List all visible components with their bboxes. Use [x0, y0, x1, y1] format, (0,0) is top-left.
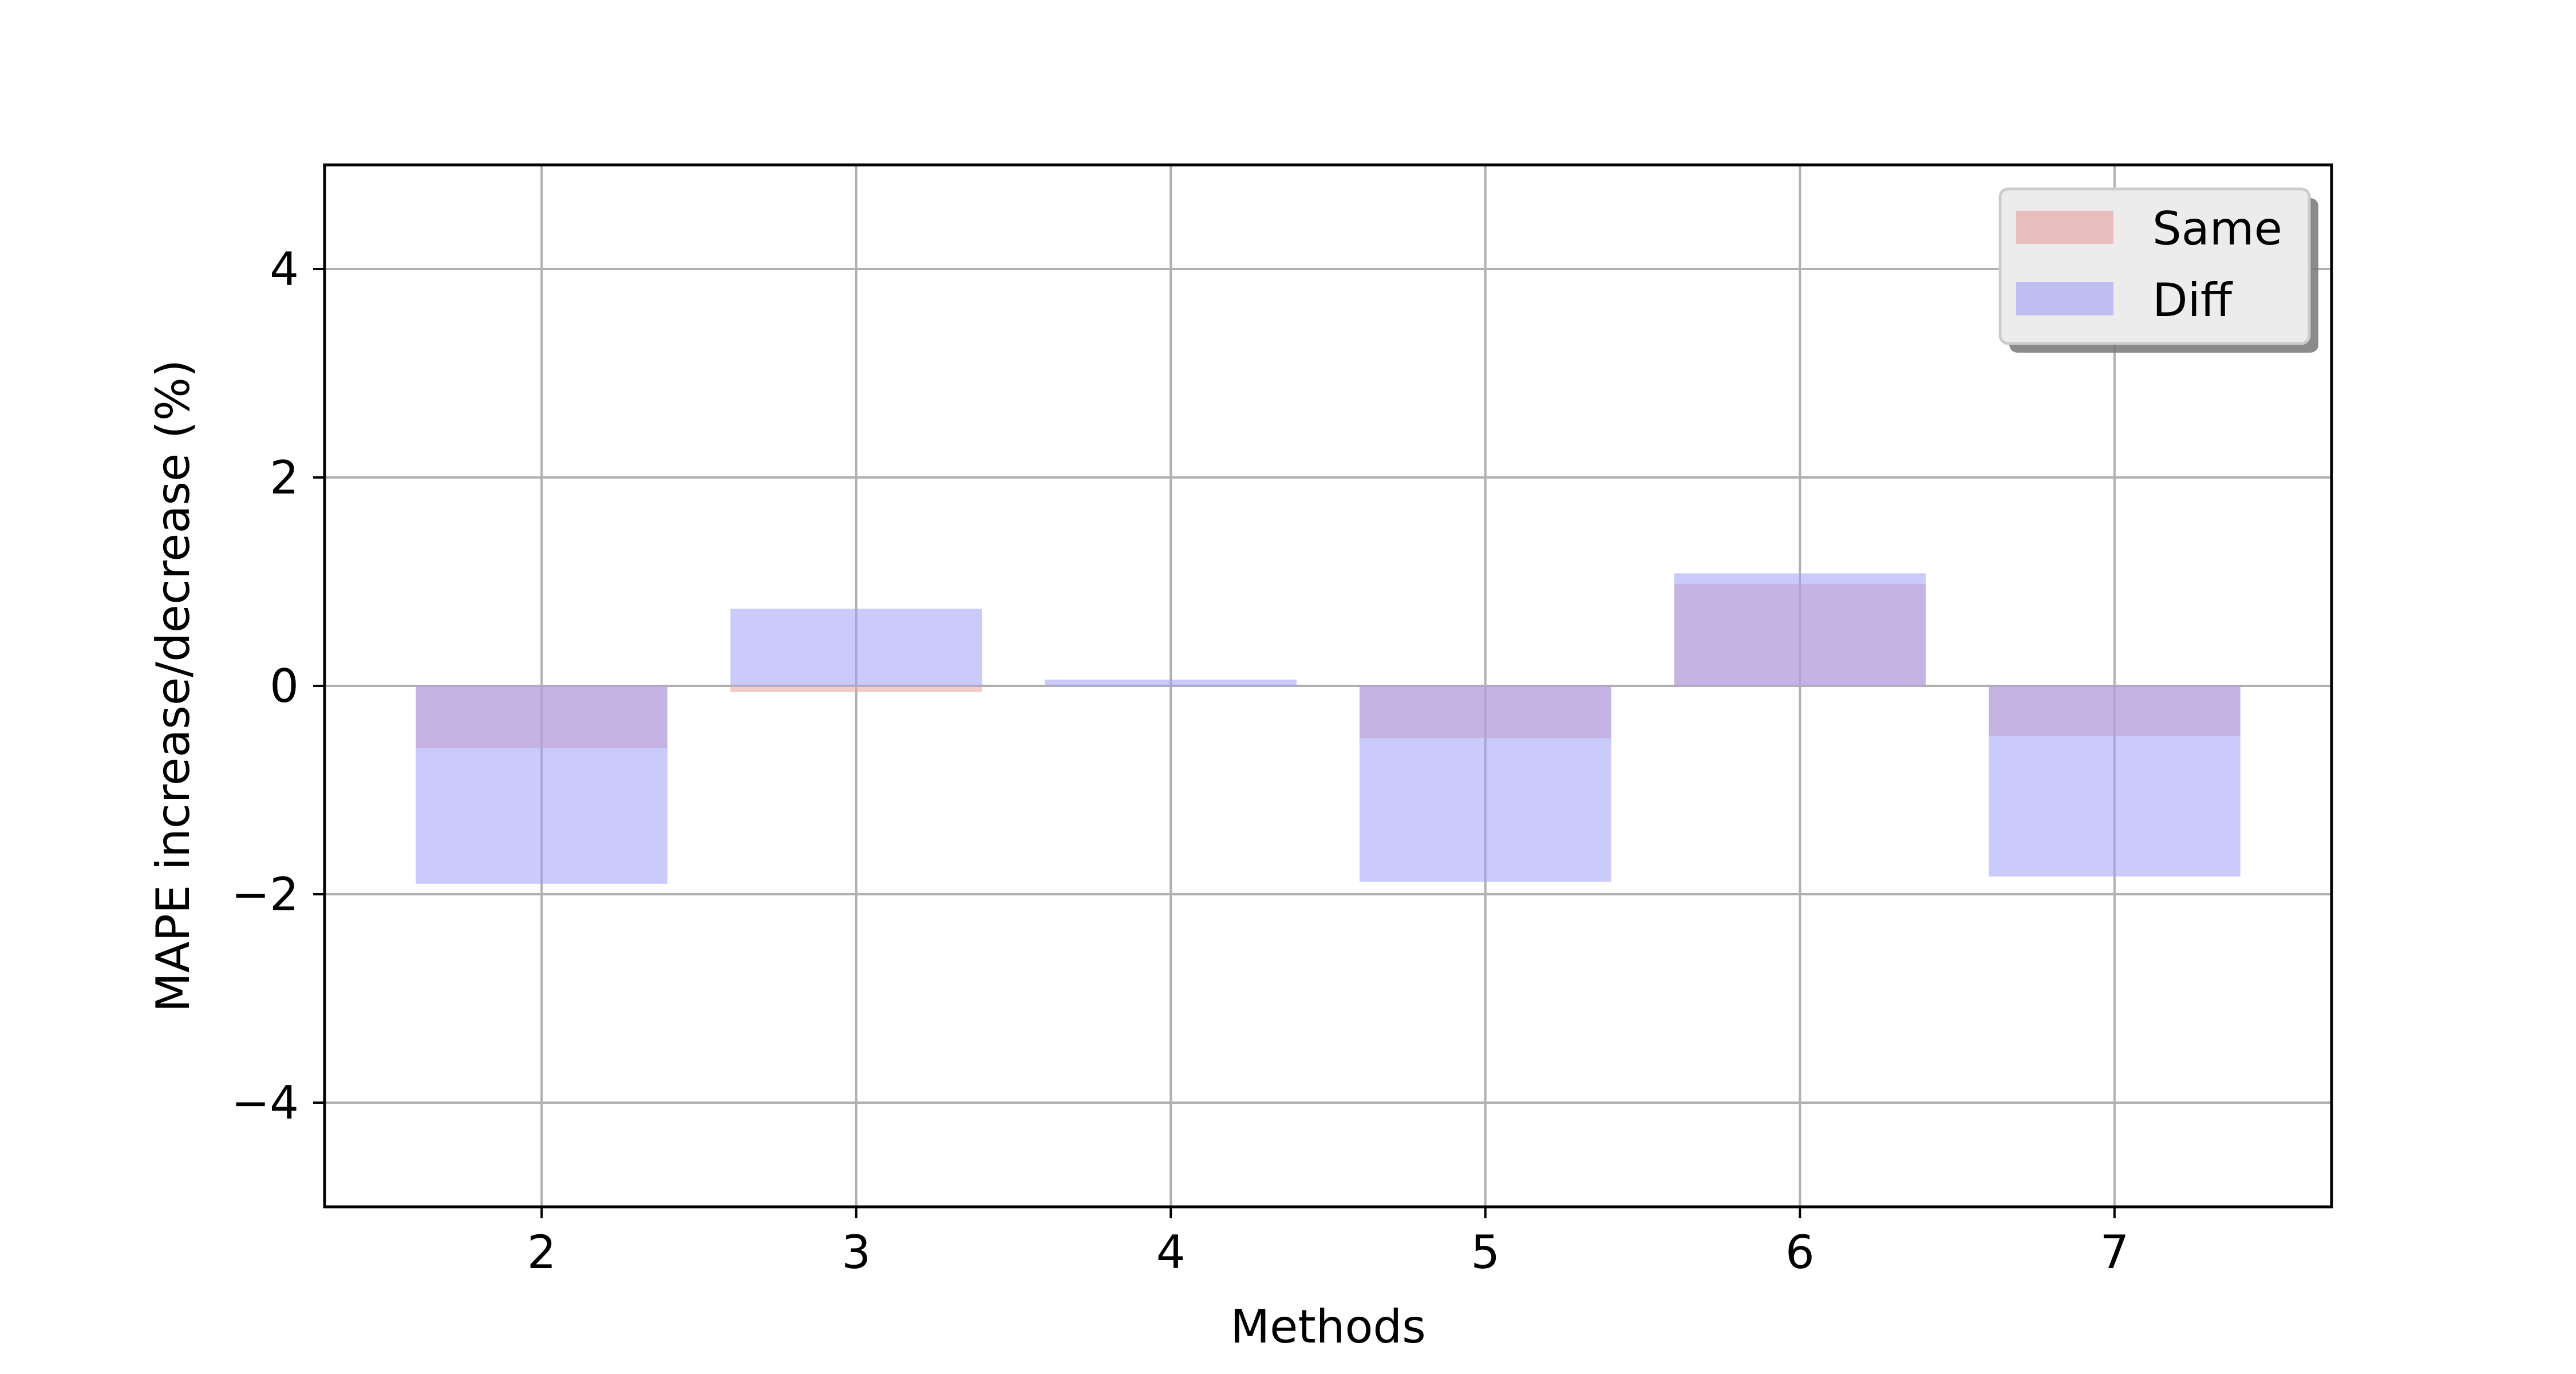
bar-diff — [1674, 573, 1926, 686]
x-tick-label: 5 — [1471, 1226, 1500, 1279]
legend-swatch-same — [2016, 211, 2113, 244]
bar-diff — [1989, 686, 2241, 877]
y-axis-label: MAPE increase/decrease (%) — [147, 360, 200, 1012]
x-tick-label: 3 — [841, 1226, 871, 1279]
x-tick-label: 2 — [527, 1226, 556, 1279]
y-tick-label: −4 — [231, 1076, 299, 1130]
legend-label-diff: Diff — [2152, 274, 2233, 327]
bar-diff — [730, 609, 982, 686]
y-tick-label: 0 — [270, 660, 299, 713]
x-tick-label: 6 — [1785, 1226, 1815, 1279]
bars — [416, 573, 2241, 884]
legend-swatch-diff — [2016, 282, 2113, 315]
bar-diff — [416, 686, 667, 884]
bar-same — [730, 686, 982, 692]
y-tick-label: 4 — [270, 243, 299, 296]
bar-diff — [1359, 686, 1611, 882]
legend: Same Diff — [1998, 187, 2318, 353]
y-tick-label: −2 — [231, 868, 299, 921]
y-tick-label: 2 — [270, 451, 299, 504]
bar-diff — [1045, 680, 1297, 686]
x-tick-label: 4 — [1156, 1226, 1186, 1279]
legend-label-same: Same — [2152, 202, 2282, 255]
x-axis-label: Methods — [1230, 1300, 1426, 1353]
x-tick-label: 7 — [2100, 1226, 2129, 1279]
ticks: 2 3 4 5 6 7 4 2 0 −2 −4 — [231, 243, 2129, 1279]
